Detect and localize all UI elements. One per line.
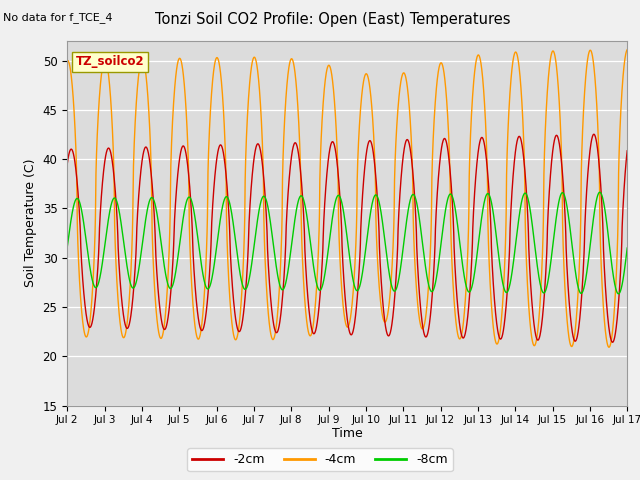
Text: Tonzi Soil CO2 Profile: Open (East) Temperatures: Tonzi Soil CO2 Profile: Open (East) Temp… — [155, 12, 511, 27]
Text: TZ_soilco2: TZ_soilco2 — [76, 55, 144, 68]
X-axis label: Time: Time — [332, 427, 363, 440]
Text: No data for f_TCE_4: No data for f_TCE_4 — [3, 12, 113, 23]
Y-axis label: Soil Temperature (C): Soil Temperature (C) — [24, 159, 37, 288]
Legend: -2cm, -4cm, -8cm: -2cm, -4cm, -8cm — [187, 448, 453, 471]
